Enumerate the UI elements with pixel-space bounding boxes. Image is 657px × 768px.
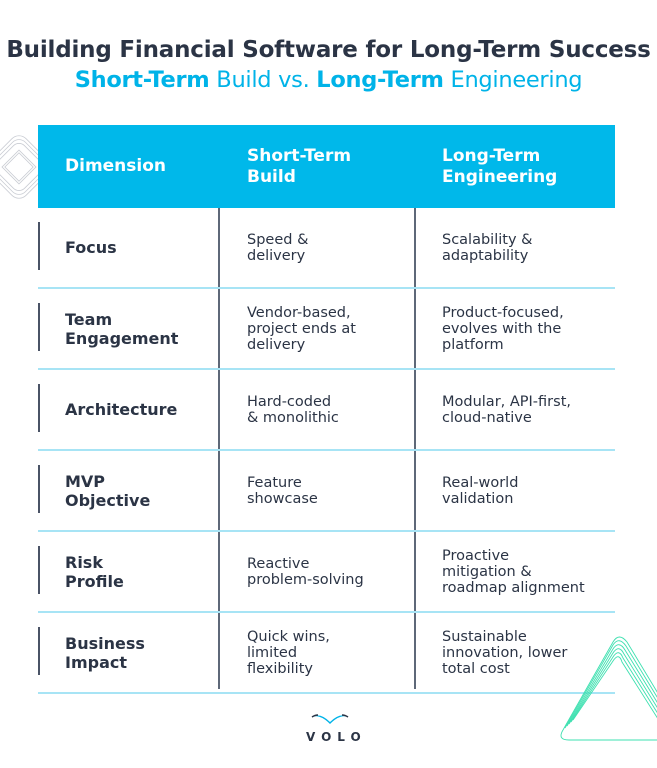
dimension-cell: Risk Profile <box>65 552 124 591</box>
dimension-cell: Architecture <box>65 400 178 419</box>
dimension-cell: MVP Objective <box>65 471 151 510</box>
long-term-cell: Sustainable innovation, lower total cost <box>442 628 568 677</box>
dimension-cell: Team Engagement <box>65 309 179 348</box>
diamond-outline-decoration-icon <box>0 135 51 199</box>
row-accent-bar <box>38 546 40 594</box>
row-accent-bar <box>38 384 40 432</box>
short-term-cell: Reactive problem-solving <box>247 555 364 588</box>
dimension-cell: Business Impact <box>65 633 145 672</box>
page-title: Building Financial Software for Long-Ter… <box>6 37 651 63</box>
header-dimension: Dimension <box>65 156 167 176</box>
table-row: MVP Objective Feature showcase Real-worl… <box>38 451 615 532</box>
page-subtitle: Short-Term Build vs. Long-Term Engineeri… <box>0 67 657 93</box>
short-term-cell: Speed & delivery <box>247 231 309 264</box>
table-row: Risk Profile Reactive problem-solving Pr… <box>38 532 615 613</box>
subtitle-engineering: Engineering <box>443 67 583 93</box>
table-row: Focus Speed & delivery Scalability & ada… <box>38 208 615 289</box>
header-short-term-build: Short-Term Build <box>247 145 352 187</box>
short-term-cell: Hard-coded & monolithic <box>247 393 339 426</box>
subtitle-short-term: Short-Term <box>74 67 210 93</box>
subtitle-build-vs: Build vs. <box>209 67 317 93</box>
long-term-cell: Real-world validation <box>442 474 519 507</box>
table-row: Architecture Hard-coded & monolithic Mod… <box>38 370 615 451</box>
table-row: Business Impact Quick wins, limited flex… <box>38 613 615 694</box>
short-term-cell: Feature showcase <box>247 474 318 507</box>
triangle-outline-decoration-icon <box>560 636 657 741</box>
header-long-term-engineering: Long-Term Engineering <box>442 145 558 187</box>
column-divider <box>414 125 416 689</box>
comparison-table: Dimension Short-Term Build Long-Term Eng… <box>38 125 615 694</box>
subtitle-long-term: Long-Term <box>316 67 444 93</box>
long-term-cell: Product-focused, evolves with the platfo… <box>442 304 564 353</box>
long-term-cell: Proactive mitigation & roadmap alignment <box>442 547 585 596</box>
dimension-cell: Focus <box>65 238 117 257</box>
row-accent-bar <box>38 627 40 675</box>
row-accent-bar <box>38 303 40 351</box>
wave-wing-icon <box>311 714 349 724</box>
volo-logo: VOLO <box>300 711 367 745</box>
short-term-cell: Vendor-based, project ends at delivery <box>247 304 356 353</box>
long-term-cell: Scalability & adaptability <box>442 231 533 264</box>
short-term-cell: Quick wins, limited flexibility <box>247 628 330 677</box>
long-term-cell: Modular, API-first, cloud-native <box>442 393 571 426</box>
logo-text: VOLO <box>306 730 367 744</box>
table-header: Dimension Short-Term Build Long-Term Eng… <box>38 125 615 208</box>
row-accent-bar <box>38 465 40 513</box>
table-row: Team Engagement Vendor-based, project en… <box>38 289 615 370</box>
column-divider <box>218 125 220 689</box>
row-accent-bar <box>38 222 40 270</box>
